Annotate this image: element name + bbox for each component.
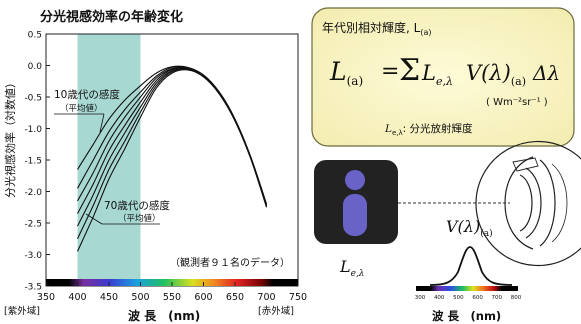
formula-title-sub: (a) [420,28,431,37]
annotation-young-sub: （平均値） [60,103,103,114]
x-tick-label: 650 [226,292,244,303]
formula-equals: = [381,59,399,84]
formula-equation: L(a) = Σ Le,λ V(λ)(a) Δλ [329,53,560,88]
observers-note: （観測者９１名のデータ） [170,256,290,269]
y-tick-label: -2.5 [24,220,42,230]
x-tick-label: 600 [194,292,212,303]
annotation-young-leader [99,113,105,133]
eye-icon [475,140,581,267]
v-lambda-mini-chart: V(λ)(a) 300 400 500 600 700 800 波 長 (nm) [415,217,522,323]
mini-spectrum-bar [416,286,518,291]
formula-box-background [311,7,575,147]
series-line-7 [76,69,268,252]
formula-lhs-sub: (a) [347,74,364,88]
y-tick-label: -1.5 [24,157,42,167]
formula-term-V-sub: (a) [511,75,526,88]
y-tick-label: -1.0 [24,125,42,135]
annotation-old: 70歳代の感度 （平均値） [85,199,170,225]
chart-title: 分光視感効率の年齢変化 [40,9,183,25]
v-lambda-label: V(λ)(a) [446,217,493,239]
annotation-old-sub: （平均値） [118,213,161,224]
source-figure-body [343,194,367,236]
y-axis-label: 分光視感効率（対数値） [3,77,17,198]
annotation-old-leader [85,213,103,225]
series-lines [76,65,268,252]
formula-lhs-L: L [329,57,347,86]
formula-box: 年代別相対輝度, L(a) L(a) = Σ Le,λ V(λ)(a) Δλ (… [311,7,575,147]
mini-x-tick-label: 500 [453,295,464,301]
mini-x-axis-label: 波 長 (nm) [432,309,501,323]
source-label: Le,λ [339,257,365,279]
formula-term-L-main: L [421,61,436,85]
mini-x-tick-label: 400 [434,295,445,301]
v-lambda-label-main: V(λ) [446,217,480,236]
source-label-sub: e,λ [351,269,365,279]
source-label-L: L [339,257,351,276]
source-figure-head [345,170,365,190]
formula-title: 年代別相対輝度, L(a) [322,20,431,37]
formula-delta-lambda: Δλ [532,61,560,85]
formula-term-L: Le,λ [421,61,453,88]
y-tick-label: -3.0 [24,251,42,261]
formula-term-V: V(λ)(a) [466,61,526,88]
x-axis: 350 400 450 500 550 600 650 700 750 [37,282,307,303]
mini-x-tick-label: 800 [511,295,522,301]
y-tick-label: 0.5 [28,31,42,41]
mini-x-tick-label: 300 [415,295,426,301]
x-tick-label: 700 [257,292,275,303]
y-tick-label: -3.5 [24,283,42,293]
annotation-young-label: 10歳代の感度 [54,88,120,101]
mini-x-tick-label: 600 [472,295,483,301]
x-tick-label: 400 [68,292,86,303]
formula-note-sub: e,λ [392,129,403,137]
formula-title-text: 年代別相対輝度, L [322,20,421,35]
annotation-young: 10歳代の感度 （平均値） [54,88,120,133]
formula-sigma: Σ [399,53,420,88]
y-axis: 0.5 0.0 -0.5 -1.0 -1.5 -2.0 -2.5 -3.0 -3.5 [24,31,50,293]
v-lambda-curve [429,246,513,286]
mini-x-axis: 300 400 500 600 700 800 [415,295,522,301]
x-tick-label: 350 [37,292,55,303]
mini-x-tick-label: 700 [492,295,503,301]
formula-note-L: L [384,123,392,135]
formula-term-V-main: V(λ) [466,61,511,85]
y-tick-label: -0.5 [24,94,42,104]
light-source-illustration: Le,λ [314,160,398,279]
formula-unit: ( Wm⁻²sr⁻¹ ) [486,97,548,108]
annotation-old-label: 70歳代の感度 [104,199,170,212]
formula-term-L-sub: e,λ [436,75,453,88]
x-tick-label: 550 [163,292,181,303]
formula-note-text: : 分光放射輝度 [403,122,473,135]
x-tick-label: 450 [100,292,118,303]
formula-note: Le,λ: 分光放射輝度 [384,122,473,137]
y-tick-label: 0.0 [28,62,43,72]
formula-lhs: L(a) [329,57,363,88]
x-tick-label: 750 [289,292,307,303]
y-tick-label: -2.0 [24,188,42,198]
x-tick-label: 500 [131,292,149,303]
x-right-note: [赤外域] [258,305,294,317]
x-axis-label: 波 長 (nm) [128,308,200,323]
v-lambda-label-sub: (a) [480,228,492,239]
x-left-note: [紫外域] [4,305,40,317]
